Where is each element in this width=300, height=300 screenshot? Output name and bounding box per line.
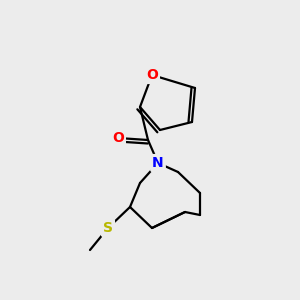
Text: O: O bbox=[112, 131, 124, 145]
Text: O: O bbox=[146, 68, 158, 82]
Text: S: S bbox=[103, 221, 113, 235]
Text: N: N bbox=[152, 156, 164, 170]
